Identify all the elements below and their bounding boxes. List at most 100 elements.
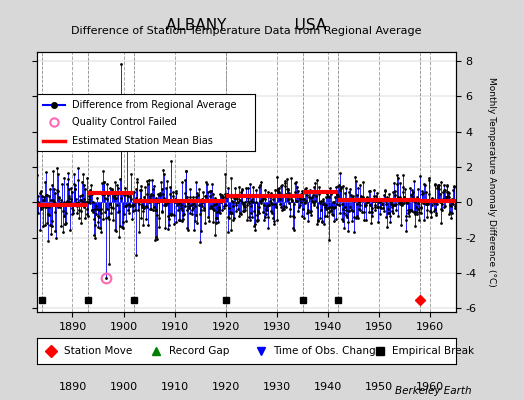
Point [377,205,385,211]
Point [126,191,134,197]
Point [423,214,431,221]
Point [440,187,449,194]
Point [48,222,56,229]
Point [77,197,85,203]
Point [403,199,411,206]
Point [261,196,270,202]
Point [71,186,79,192]
Point [367,204,376,211]
Point [235,183,244,190]
Point [234,206,242,212]
Point [322,206,331,212]
Point [102,275,110,282]
Point [247,210,256,217]
Point [46,186,54,192]
Point [435,186,443,192]
Text: Station Move: Station Move [64,346,132,356]
Point [369,198,377,204]
Point [450,183,458,190]
Point [354,185,363,192]
Point [243,202,251,208]
Point [183,225,191,232]
Point [425,197,434,204]
Point [95,214,104,220]
Point [422,201,430,208]
Point [190,199,199,206]
Point [160,202,168,208]
Point [418,191,426,197]
Point [161,224,170,231]
Point [68,189,76,195]
Point [60,213,69,220]
Point [268,200,276,207]
Point [96,225,104,232]
Point [298,187,306,194]
Point [162,185,170,192]
Point [125,203,134,209]
Point [443,182,452,188]
Point [350,214,358,220]
Point [127,202,136,208]
Point [97,191,106,197]
Point [191,202,199,209]
Point [444,210,453,217]
Point [118,190,126,196]
Point [331,194,340,200]
Point [407,192,415,198]
Point [232,202,241,209]
Point [297,190,305,197]
Point [431,206,440,212]
Point [161,202,170,208]
Point [214,219,222,225]
Point [165,222,173,228]
Point [49,196,58,203]
Point [345,189,354,195]
Point [74,199,83,205]
Point [341,190,350,196]
Point [385,210,394,216]
Point [47,196,55,203]
Point [105,200,114,207]
Point [177,202,185,208]
Point [40,222,49,228]
Point [366,188,374,194]
Point [111,192,119,198]
Point [266,200,275,206]
Point [427,209,435,216]
Point [104,192,112,198]
Point [280,178,289,184]
Point [424,190,433,197]
Point [400,196,409,202]
Point [179,212,187,218]
Point [375,198,384,204]
Point [329,211,337,218]
Point [339,206,347,212]
Point [89,209,97,216]
Point [43,211,52,217]
Point [361,203,369,209]
Point [398,189,407,195]
Point [51,228,60,234]
Point [111,226,119,233]
Point [184,200,192,206]
Point [215,209,223,215]
Point [159,191,167,197]
Point [258,197,266,203]
Point [57,223,65,229]
Point [339,183,347,189]
Point [446,202,455,209]
Point [58,200,67,207]
Point [309,199,318,206]
Point [382,201,390,208]
Point [400,200,408,206]
Point [443,183,451,189]
Point [300,186,309,192]
Point [395,196,403,202]
Point [78,192,86,198]
Point [58,181,66,187]
Point [141,197,149,203]
Point [293,198,302,204]
Point [102,215,111,222]
Point [204,198,213,204]
Point [211,231,220,238]
